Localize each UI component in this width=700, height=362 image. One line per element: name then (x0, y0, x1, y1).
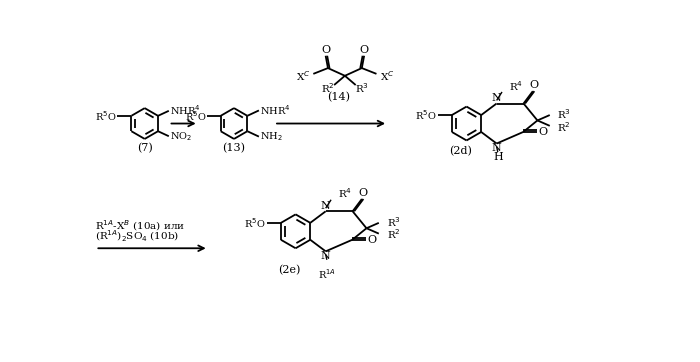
Text: R$^5$O: R$^5$O (244, 216, 265, 230)
Text: O: O (368, 235, 377, 245)
Text: (7): (7) (136, 143, 153, 153)
Text: R$^3$: R$^3$ (386, 215, 400, 229)
Text: R$^3$: R$^3$ (557, 108, 571, 121)
Text: R$^4$: R$^4$ (509, 79, 523, 93)
Text: X$^C$: X$^C$ (379, 69, 394, 83)
Text: (2e): (2e) (279, 265, 300, 275)
Text: X$^C$: X$^C$ (295, 69, 310, 83)
Text: O: O (360, 45, 369, 55)
Text: (2d): (2d) (449, 146, 472, 156)
Text: NO$_2$: NO$_2$ (170, 130, 192, 143)
Text: R$^5$O: R$^5$O (95, 109, 117, 123)
Text: R$^5$O: R$^5$O (415, 108, 437, 122)
Text: H: H (494, 152, 503, 163)
Text: NHR$^4$: NHR$^4$ (260, 104, 290, 117)
Text: R$^2$: R$^2$ (557, 120, 571, 134)
Text: R$^{1A}$: R$^{1A}$ (318, 267, 336, 281)
Text: NHR$^4$: NHR$^4$ (170, 104, 201, 117)
Text: O: O (538, 127, 548, 137)
Text: NH$_2$: NH$_2$ (260, 130, 282, 143)
Text: (R$^{1A}$)$_2$SO$_4$ (10b): (R$^{1A}$)$_2$SO$_4$ (10b) (95, 228, 179, 244)
Text: R$^5$O: R$^5$O (185, 109, 206, 123)
Text: R$^3$: R$^3$ (355, 81, 369, 95)
Text: (13): (13) (223, 143, 246, 153)
Text: (14): (14) (327, 92, 350, 102)
Text: O: O (359, 188, 368, 198)
Text: R$^4$: R$^4$ (338, 187, 352, 201)
Text: N: N (321, 251, 330, 261)
Text: N: N (321, 201, 330, 211)
Text: N: N (491, 93, 501, 103)
Text: R$^{1A}$-X$^B$ (10a) или: R$^{1A}$-X$^B$ (10a) или (95, 218, 186, 232)
Text: R$^2$: R$^2$ (321, 81, 335, 95)
Text: R$^2$: R$^2$ (386, 227, 400, 241)
Text: O: O (530, 80, 539, 90)
Text: O: O (321, 45, 330, 55)
Text: N: N (491, 143, 501, 153)
